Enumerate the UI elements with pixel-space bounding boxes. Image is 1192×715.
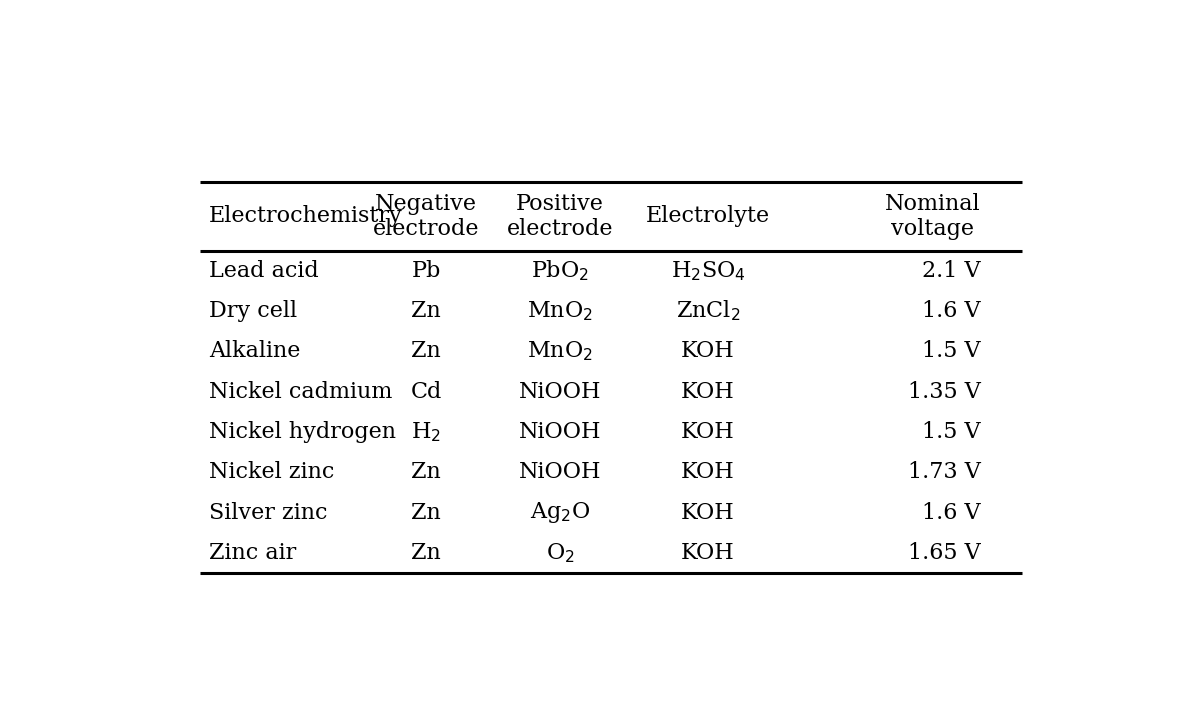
Text: 2.1 V: 2.1 V: [921, 260, 980, 282]
Text: 1.73 V: 1.73 V: [907, 461, 980, 483]
Text: Nickel hydrogen: Nickel hydrogen: [209, 421, 396, 443]
Text: Dry cell: Dry cell: [209, 300, 297, 322]
Text: 1.5 V: 1.5 V: [921, 421, 980, 443]
Text: Silver zinc: Silver zinc: [209, 501, 328, 523]
Text: Cd: Cd: [410, 380, 442, 403]
Text: KOH: KOH: [681, 340, 734, 363]
Text: Zn: Zn: [411, 501, 441, 523]
Text: 1.35 V: 1.35 V: [907, 380, 980, 403]
Text: 1.65 V: 1.65 V: [907, 542, 980, 564]
Text: Positive
electrode: Positive electrode: [507, 192, 614, 240]
Text: 1.6 V: 1.6 V: [921, 300, 980, 322]
Text: Negative
electrode: Negative electrode: [373, 192, 479, 240]
Text: Alkaline: Alkaline: [209, 340, 300, 363]
Text: Nominal
voltage: Nominal voltage: [884, 192, 980, 240]
Text: 1.5 V: 1.5 V: [921, 340, 980, 363]
Text: KOH: KOH: [681, 421, 734, 443]
Text: MnO$_2$: MnO$_2$: [527, 299, 592, 322]
Text: Zn: Zn: [411, 542, 441, 564]
Text: Zn: Zn: [411, 461, 441, 483]
Text: KOH: KOH: [681, 501, 734, 523]
Text: Nickel zinc: Nickel zinc: [209, 461, 335, 483]
Text: O$_2$: O$_2$: [546, 541, 575, 565]
Text: Pb: Pb: [411, 260, 441, 282]
Text: H$_2$: H$_2$: [411, 420, 441, 444]
Text: 1.6 V: 1.6 V: [921, 501, 980, 523]
Text: PbO$_2$: PbO$_2$: [532, 258, 589, 283]
Text: NiOOH: NiOOH: [519, 380, 601, 403]
Text: NiOOH: NiOOH: [519, 461, 601, 483]
Text: MnO$_2$: MnO$_2$: [527, 340, 592, 363]
Text: Electrochemistry: Electrochemistry: [209, 205, 403, 227]
Text: Ag$_2$O: Ag$_2$O: [530, 500, 590, 525]
Text: Nickel cadmium: Nickel cadmium: [209, 380, 392, 403]
Text: Zinc air: Zinc air: [209, 542, 297, 564]
Text: NiOOH: NiOOH: [519, 421, 601, 443]
Text: Zn: Zn: [411, 300, 441, 322]
Text: Lead acid: Lead acid: [209, 260, 318, 282]
Text: KOH: KOH: [681, 542, 734, 564]
Text: KOH: KOH: [681, 461, 734, 483]
Text: Electrolyte: Electrolyte: [646, 205, 770, 227]
Text: KOH: KOH: [681, 380, 734, 403]
Text: Zn: Zn: [411, 340, 441, 363]
Text: ZnCl$_2$: ZnCl$_2$: [676, 299, 740, 323]
Text: H$_2$SO$_4$: H$_2$SO$_4$: [671, 259, 745, 282]
